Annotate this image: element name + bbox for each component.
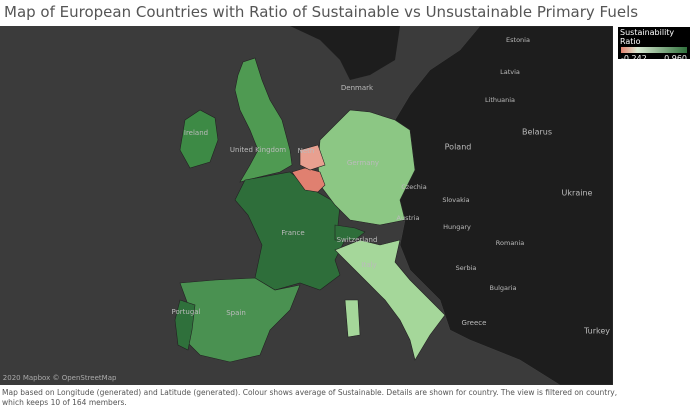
netherlands: [299, 144, 326, 171]
country-label: Hungary: [443, 223, 471, 231]
france: [234, 171, 346, 291]
legend-ramp: [621, 47, 687, 53]
countries: [174, 26, 613, 385]
map: Estonia Latvia Lithuania Belarus Poland Ukrai…: [0, 26, 613, 385]
italy: [334, 239, 446, 361]
sardinia: [344, 299, 361, 338]
land-east: [394, 26, 613, 385]
country-label: Greece: [462, 319, 487, 327]
caption: Map based on Longitude (generated) and L…: [2, 388, 618, 407]
country-label: Ireland: [184, 129, 208, 137]
country-label: Spain: [226, 309, 246, 317]
labels: Estonia Latvia Lithuania Belarus Poland Ukrai…: [172, 36, 611, 336]
legend-max: 0.960: [664, 54, 687, 63]
country-label: Austria: [397, 214, 420, 222]
country-label: Switzerland: [337, 236, 378, 244]
country-label: Denmark: [341, 84, 374, 92]
country-label: Germany: [347, 159, 379, 167]
country-label: Czechia: [401, 183, 426, 191]
country-label: Turkey: [583, 327, 610, 336]
country-label: Italy: [361, 261, 376, 269]
belgium: [291, 167, 326, 193]
country-label: Estonia: [506, 36, 530, 44]
country-label: Lithuania: [485, 96, 515, 104]
country-label: Latvia: [500, 68, 520, 76]
attribution: © 2020 Mapbox © OpenStreetMap: [0, 374, 117, 382]
country-label: Poland: [445, 143, 472, 152]
land-north: [290, 26, 400, 80]
country-label: Romania: [496, 239, 524, 247]
country-label: United Kingdom: [230, 146, 286, 154]
country-label: Slovakia: [442, 196, 469, 204]
country-label: Neth: [298, 147, 315, 155]
switzerland: [334, 224, 366, 241]
country-label: Ukraine: [562, 189, 593, 198]
ireland: [179, 109, 219, 169]
country-label: Serbia: [456, 264, 477, 272]
portugal: [174, 299, 196, 351]
country-label: Belarus: [522, 128, 552, 137]
country-label: Bulgaria: [490, 284, 517, 292]
legend-title: Sustainability Ratio: [620, 28, 675, 46]
title: Map of European Countries with Ratio of …: [4, 3, 639, 21]
germany: [317, 109, 416, 226]
legend: Sustainability Ratio -0.242 0.960: [618, 27, 690, 63]
legend-min: -0.242: [621, 54, 647, 63]
country-label: Portugal: [172, 308, 201, 316]
country-label: France: [281, 229, 304, 237]
